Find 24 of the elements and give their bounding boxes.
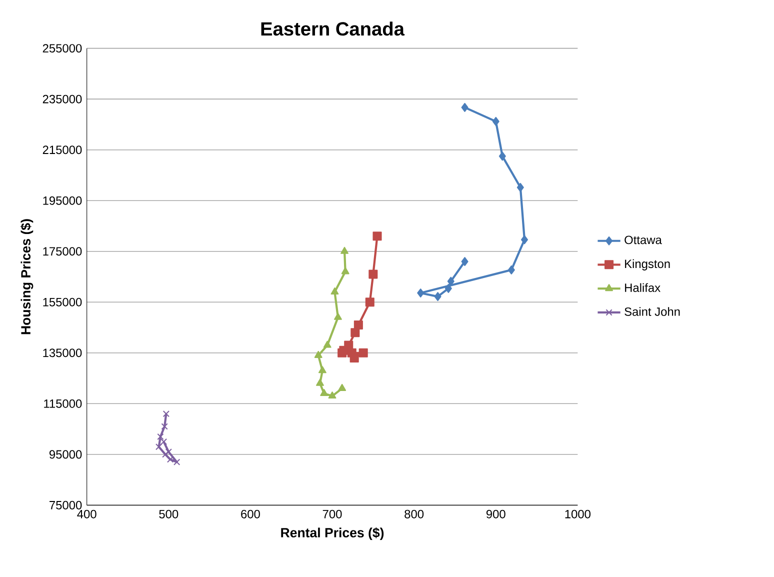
x-tick-label: 1000	[565, 510, 590, 518]
x-axis-title: Rental Prices ($)	[281, 527, 384, 540]
x-tick-label: 700	[322, 510, 342, 518]
y-tick-label: 195000	[43, 196, 82, 205]
legend-label: Halifax	[625, 283, 660, 292]
y-tick-label: 135000	[43, 348, 82, 358]
x-tick-label: 900	[486, 510, 506, 518]
x-tick-label: 400	[77, 510, 96, 518]
y-tick-label: 175000	[43, 247, 82, 256]
legend-label: Kingston	[625, 259, 670, 270]
y-tick-label: 155000	[43, 298, 82, 306]
x-tick-label: 500	[159, 510, 178, 518]
x-tick-label: 600	[241, 510, 260, 518]
legend-label: Saint John	[624, 307, 680, 316]
y-tick-label: 115000	[44, 399, 82, 408]
y-tick-label: 255000	[42, 44, 82, 53]
x-tick-label: 800	[404, 510, 424, 518]
y-tick-label: 95000	[50, 450, 82, 459]
y-tick-label: 215000	[42, 146, 82, 154]
y-axis-title: Housing Prices ($)	[20, 219, 34, 334]
legend-label: Ottawa	[624, 236, 662, 244]
y-tick-label: 235000	[42, 94, 82, 104]
y-tick-label: 75000	[50, 500, 82, 510]
chart-title: Eastern Canada	[261, 22, 405, 36]
